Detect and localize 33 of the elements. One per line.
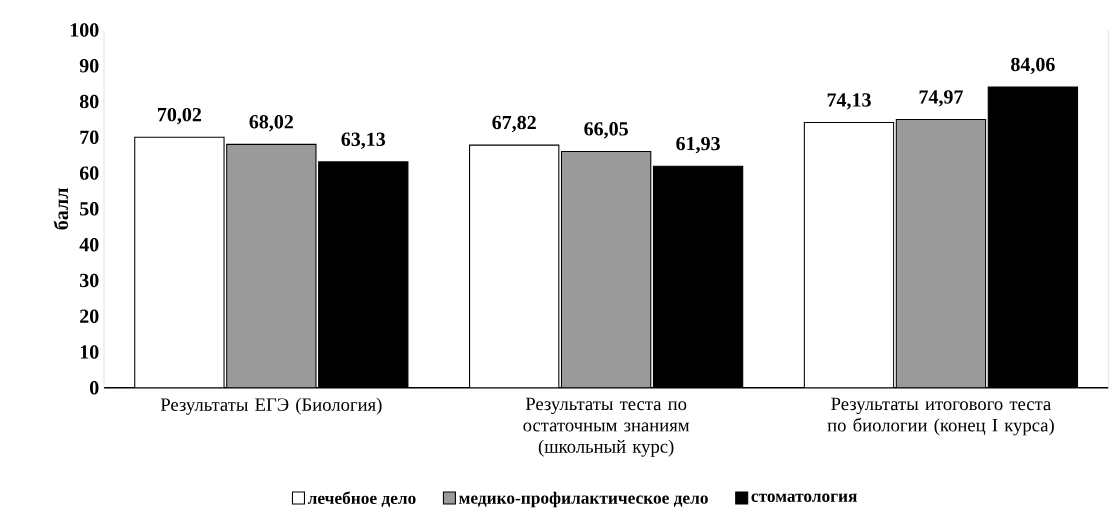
y-axis-title: балл bbox=[53, 188, 69, 230]
y-tick-label: 100 bbox=[70, 23, 99, 37]
data-label: 63,13 bbox=[341, 132, 386, 149]
y-tick-label: 40 bbox=[79, 237, 99, 252]
x-tick-label: Результаты теста по остаточным знаниям (школьный курс) bbox=[523, 397, 690, 457]
legend-label: лечебное дело bbox=[307, 491, 416, 507]
data-label: 84,06 bbox=[1011, 57, 1055, 74]
y-tick-label: 60 bbox=[79, 166, 99, 180]
y-tick-label: 30 bbox=[80, 273, 99, 288]
data-label: 70,02 bbox=[158, 107, 202, 125]
legend-label: стоматология bbox=[751, 493, 857, 502]
y-tick-label: 80 bbox=[79, 94, 99, 109]
bar bbox=[560, 150, 652, 388]
y-tick-label: 90 bbox=[79, 58, 99, 73]
x-tick-label: Результаты итогового теста по биологии (конец I курса) bbox=[827, 397, 1054, 436]
y-tick-label: 50 bbox=[80, 202, 99, 216]
bar bbox=[895, 118, 987, 388]
data-label: 74,97 bbox=[919, 90, 963, 107]
x-tick-label: Результаты ЕГЭ (Биология) bbox=[160, 397, 382, 415]
data-label: 74,13 bbox=[827, 93, 871, 110]
bar bbox=[226, 143, 317, 388]
data-label: 68,02 bbox=[249, 114, 293, 132]
data-label: 67,82 bbox=[492, 115, 536, 133]
bar bbox=[134, 136, 225, 388]
y-tick-label: 20 bbox=[80, 309, 99, 323]
bar bbox=[803, 121, 895, 388]
bar bbox=[469, 144, 560, 388]
data-label: 61,93 bbox=[676, 136, 720, 154]
legend-label: медико-профилактическое дело bbox=[459, 491, 708, 508]
y-tick-label: 70 bbox=[80, 130, 99, 144]
y-tick-label: 10 bbox=[80, 345, 99, 359]
y-tick-label: 0 bbox=[89, 380, 99, 395]
data-label: 66,05 bbox=[584, 121, 628, 139]
